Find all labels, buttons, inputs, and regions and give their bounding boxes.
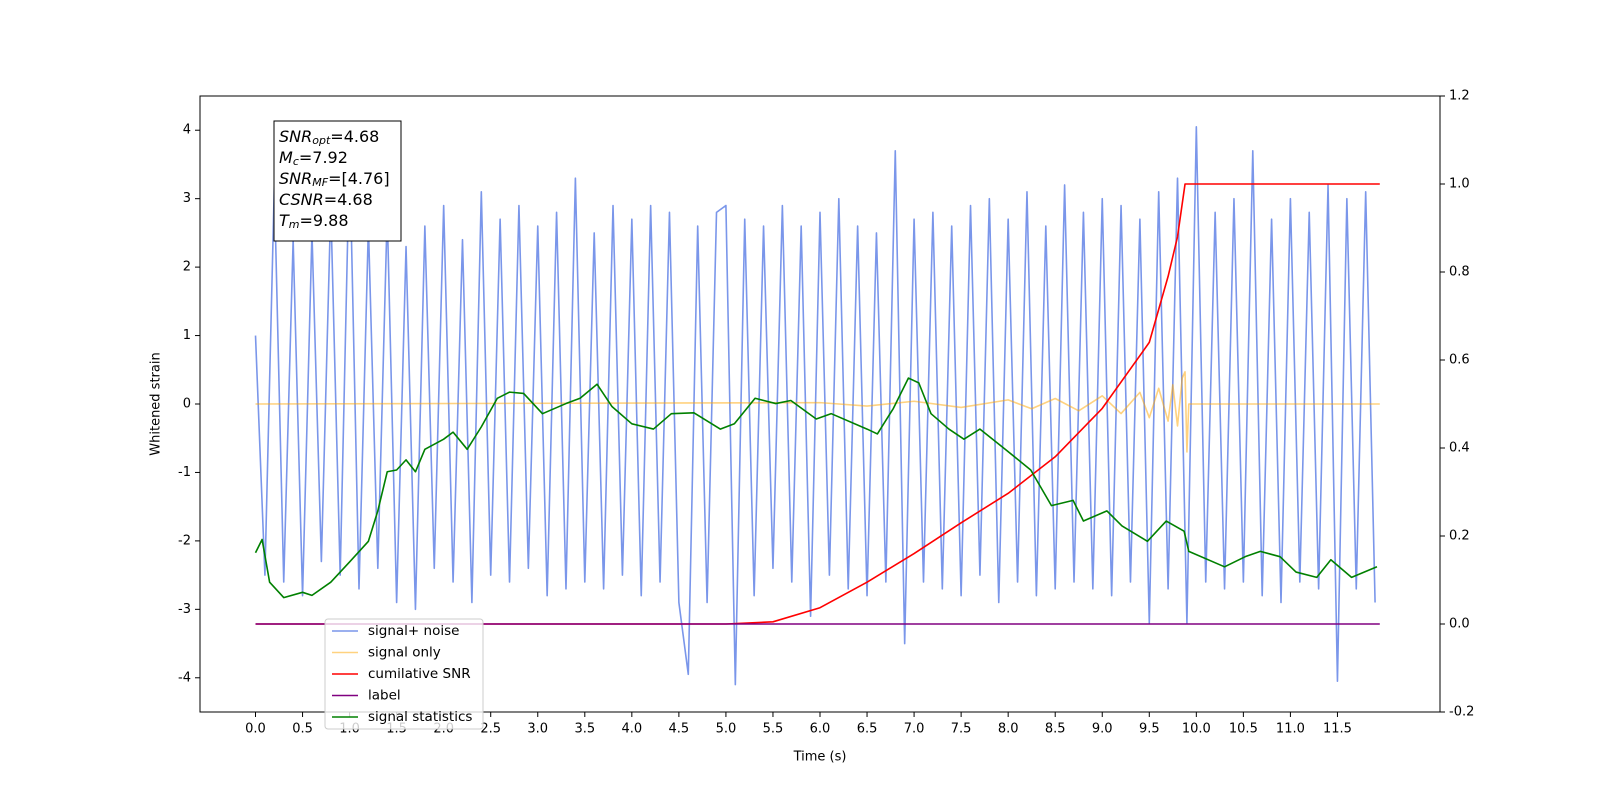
x-tick-label: 0.5 [292,722,313,737]
y2-tick-label: 0.6 [1449,353,1470,368]
annotation-symbol: CSNR [279,190,324,209]
y2-tick-label: 0.0 [1449,617,1470,632]
x-tick-label: 10.0 [1182,722,1211,737]
annotation-value: =7.92 [299,148,348,167]
y2-tick-label: 1.2 [1449,89,1470,104]
annotation-value: =[4.76] [328,169,390,188]
annotation-subscript: c [293,155,299,168]
series-line [254,377,1378,599]
y-axis-label: Whitened strain [149,352,164,455]
y2-tick-label: 1.0 [1449,177,1470,192]
series-line [255,183,1380,625]
annotation-subscript: MF [312,176,328,189]
y-tick-label: -2 [178,533,191,548]
y-tick-label: 4 [183,123,191,138]
y-tick-label: -4 [178,670,191,685]
x-tick-label: 7.0 [904,722,925,737]
annotation-box [273,120,402,242]
y-tick-label: 3 [183,191,191,206]
plot-frame [199,95,1441,713]
x-tick-label: 4.0 [621,722,642,737]
y-tick-label: 2 [183,260,191,275]
x-tick-label: 4.5 [669,722,690,737]
x-tick-label: 5.0 [716,722,737,737]
x-tick-label: 6.5 [857,722,878,737]
y-tick-label: 0 [183,397,191,412]
series-line [255,371,1380,453]
y2-tick-label: -0.2 [1449,705,1474,720]
x-tick-label: 11.0 [1276,722,1305,737]
annotation-value: =4.68 [330,127,379,146]
y-tick-label: -3 [178,602,191,617]
x-tick-label: 3.0 [527,722,548,737]
annotation-symbol: SNR [279,169,312,188]
legend-box [324,618,484,730]
annotation-subscript: opt [312,134,331,147]
series-line [254,126,1376,686]
legend-label: label [368,688,401,704]
x-tick-label: 7.5 [951,722,972,737]
x-axis-label: Time (s) [793,750,847,765]
x-tick-label: 3.5 [574,722,595,737]
annotation-line: Tm=9.88 [279,211,349,232]
annotation-line: Mc=7.92 [279,148,348,169]
annotation-line: SNRMF=[4.76] [279,169,390,190]
y2-tick-label: 0.8 [1449,265,1470,280]
x-tick-label: 10.5 [1229,722,1258,737]
x-tick-label: 6.0 [810,722,831,737]
legend-label: signal only [368,645,441,661]
y-tick-label: -1 [178,465,191,480]
x-tick-label: 11.5 [1323,722,1352,737]
annotation-symbol: T [279,211,290,230]
x-tick-label: 8.5 [1045,722,1066,737]
x-tick-label: 0.0 [245,722,266,737]
legend-label: signal statistics [368,709,472,725]
legend-label: cumilative SNR [368,666,471,682]
x-tick-label: 8.0 [998,722,1019,737]
y-tick-label: 1 [183,328,191,343]
annotation-value: =4.68 [324,190,373,209]
annotation-line: CSNR=4.68 [279,190,373,209]
annotation-line: SNRopt=4.68 [279,127,379,148]
annotation-value: =9.88 [300,211,349,230]
annotation-subscript: m [289,218,300,231]
x-tick-label: 9.5 [1139,722,1160,737]
y2-tick-label: 0.2 [1449,529,1470,544]
legend-label: signal+ noise [368,623,459,639]
x-tick-label: 5.5 [763,722,784,737]
x-tick-label: 2.5 [480,722,501,737]
annotation-symbol: M [279,148,293,167]
x-tick-label: 9.0 [1092,722,1113,737]
y2-tick-label: 0.4 [1449,441,1470,456]
annotation-symbol: SNR [279,127,312,146]
